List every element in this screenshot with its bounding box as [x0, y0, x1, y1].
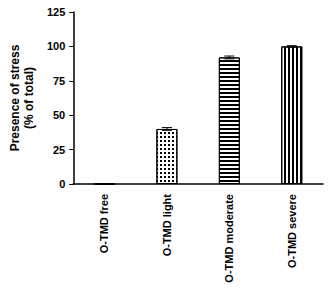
svg-text:75: 75	[53, 75, 65, 87]
svg-text:(% of total): (% of total)	[22, 67, 36, 129]
svg-text:O-TMD severe: O-TMD severe	[286, 194, 298, 268]
svg-text:Presence of stress: Presence of stress	[8, 44, 22, 151]
svg-text:O-TMD light: O-TMD light	[161, 194, 173, 257]
svg-text:125: 125	[47, 6, 65, 18]
svg-text:O-TMD free: O-TMD free	[98, 194, 110, 253]
svg-text:O-TMD moderate: O-TMD moderate	[223, 194, 235, 283]
svg-text:50: 50	[53, 109, 65, 121]
svg-text:0: 0	[59, 178, 65, 190]
svg-text:100: 100	[47, 40, 65, 52]
svg-text:25: 25	[53, 144, 65, 156]
